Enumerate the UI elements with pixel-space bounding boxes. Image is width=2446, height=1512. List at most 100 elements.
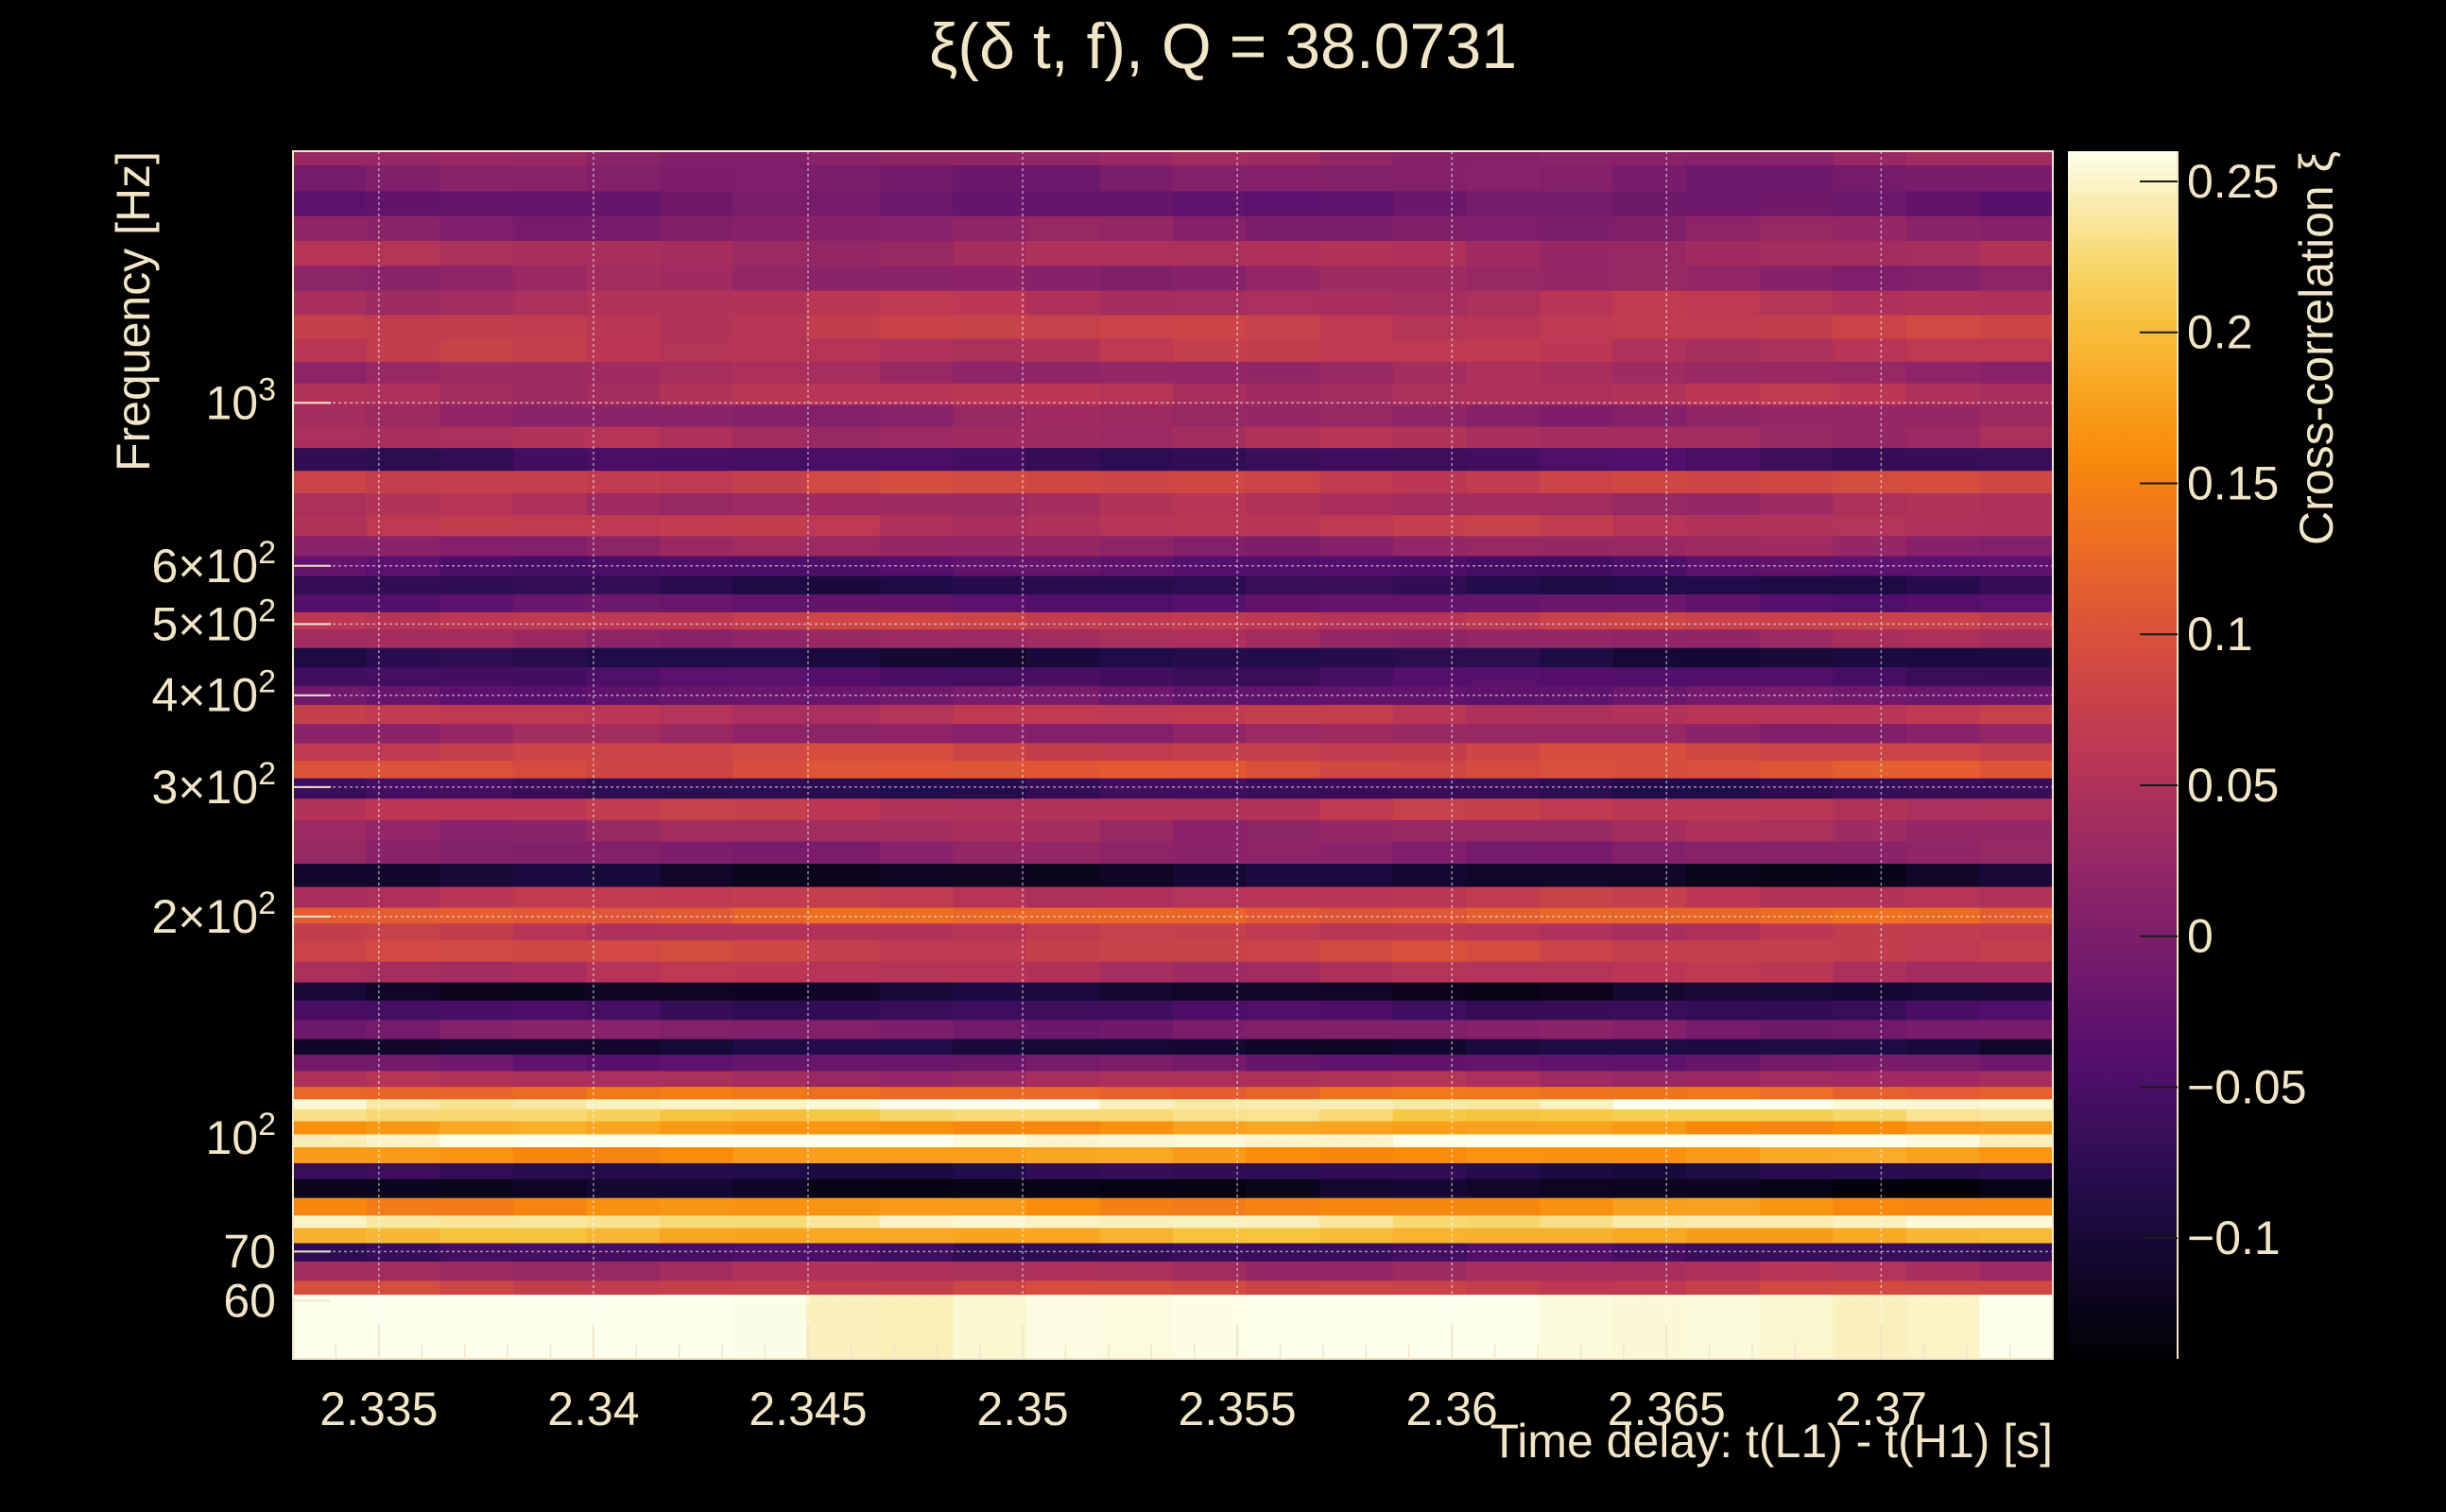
heatmap-cell	[512, 1214, 587, 1228]
heatmap-cell	[732, 1197, 807, 1216]
heatmap-cell	[1392, 1054, 1467, 1072]
heatmap-cell	[1392, 535, 1467, 557]
heatmap-cell	[1612, 164, 1687, 192]
heatmap-cell	[659, 982, 734, 1001]
heatmap-cell	[659, 798, 734, 821]
heatmap-cell	[1099, 704, 1174, 725]
heatmap-cell	[293, 1197, 368, 1216]
heatmap-cell	[732, 1019, 807, 1040]
heatmap-cell	[1173, 265, 1248, 291]
heatmap-cell	[732, 575, 807, 594]
heatmap-cell	[806, 1038, 881, 1055]
heatmap-cell	[1466, 1133, 1541, 1148]
heatmap-cell	[1319, 383, 1394, 405]
heatmap-cell	[1173, 164, 1248, 192]
heatmap-cell	[293, 289, 368, 316]
heatmap-cell	[1466, 447, 1541, 472]
heatmap-cell	[1979, 1098, 2053, 1109]
heatmap-cell	[1319, 492, 1394, 516]
x-axis: 2.335 2.34 2.345 2.35 2.355 2.36 2.365 2.37	[292, 1325, 2054, 1435]
heatmap-cell	[586, 1294, 661, 1359]
heatmap-cell	[1833, 470, 1907, 493]
heatmap-cell	[1466, 1214, 1541, 1228]
heatmap-cell	[1246, 798, 1320, 821]
heatmap-cell	[366, 647, 440, 668]
heatmap-cell	[953, 1086, 1027, 1100]
heatmap-cell	[1759, 1038, 1834, 1055]
heatmap-cell	[1099, 492, 1174, 516]
heatmap-cell	[879, 982, 954, 1001]
heatmap-cell	[1686, 593, 1761, 612]
heatmap-cell	[1686, 922, 1761, 941]
heatmap-cell	[1319, 1261, 1394, 1281]
heatmap-cell	[1099, 778, 1174, 799]
heatmap-cell	[1539, 1280, 1614, 1296]
heatmap-cell	[1246, 1098, 1320, 1109]
heatmap-cell	[1612, 492, 1687, 516]
heatmap-cell	[659, 337, 734, 362]
heatmap-cell	[293, 1227, 368, 1244]
heatmap-cell	[953, 1054, 1027, 1072]
heatmap-cell	[1979, 1133, 2053, 1148]
heatmap-cell	[512, 535, 587, 557]
heatmap-cell	[512, 666, 587, 687]
heatmap-cell	[879, 265, 954, 291]
colorbar-tick-label: −0.1	[2187, 1211, 2281, 1264]
heatmap-cell	[293, 1120, 368, 1135]
heatmap-cell	[1246, 1019, 1320, 1040]
heatmap-cell	[1905, 1070, 1981, 1088]
heatmap-cell	[1025, 611, 1101, 630]
heatmap-cell	[366, 906, 440, 924]
heatmap-cell	[586, 492, 661, 516]
heatmap-cell	[1612, 190, 1687, 216]
heatmap-cell	[1173, 863, 1248, 887]
heatmap-cell	[1099, 863, 1174, 887]
heatmap-cell	[1099, 1261, 1174, 1281]
heatmap-cell	[1025, 337, 1101, 362]
heatmap-cell	[1173, 1133, 1248, 1148]
heatmap-cell	[1612, 1146, 1687, 1163]
heatmap-cell	[1319, 361, 1394, 384]
heatmap-cell	[439, 1261, 514, 1281]
heatmap-cell	[1759, 425, 1834, 449]
heatmap-cell	[879, 383, 954, 405]
heatmap-cell	[1392, 1214, 1467, 1228]
heatmap-cell	[439, 1098, 514, 1109]
heatmap-cell	[293, 742, 368, 762]
heatmap-cell	[1099, 337, 1174, 362]
colorbar-tick-label: 0.2	[2187, 306, 2253, 359]
heatmap-cell	[1612, 1120, 1687, 1135]
heatmap-cell	[1099, 314, 1174, 339]
heatmap-cell	[1025, 939, 1101, 962]
heatmap-cell	[953, 1019, 1027, 1040]
heatmap-cell	[1099, 1070, 1174, 1088]
heatmap-cell	[806, 1086, 881, 1100]
heatmap-cell	[439, 611, 514, 630]
heatmap-cell	[806, 1178, 881, 1198]
heatmap-cell	[1759, 164, 1834, 192]
heatmap-cell	[512, 265, 587, 291]
heatmap-cell	[1612, 1280, 1687, 1296]
heatmap-cell	[1686, 265, 1761, 291]
heatmap-cell	[1319, 470, 1394, 493]
heatmap-cell	[1246, 685, 1320, 705]
heatmap-cell	[1612, 1197, 1687, 1216]
heatmap-cell	[953, 404, 1027, 427]
heatmap-cell	[439, 314, 514, 339]
heatmap-cell	[1173, 575, 1248, 594]
heatmap-cell	[1759, 1197, 1834, 1216]
heatmap-cell	[512, 628, 587, 648]
heatmap-cell	[1759, 611, 1834, 630]
heatmap-cell	[1539, 628, 1614, 648]
heatmap-cell	[659, 1214, 734, 1228]
heatmap-cell	[1466, 1108, 1541, 1122]
heatmap-cell	[732, 470, 807, 493]
heatmap-cell	[1979, 1294, 2053, 1359]
heatmap-cell	[1173, 723, 1248, 744]
heatmap-cell	[1833, 819, 1907, 842]
heatmap-cell	[1979, 361, 2053, 384]
heatmap-cell	[1612, 611, 1687, 630]
heatmap-cell	[1612, 760, 1687, 779]
heatmap-cell	[1319, 1242, 1394, 1262]
heatmap-cell	[1979, 1120, 2053, 1135]
